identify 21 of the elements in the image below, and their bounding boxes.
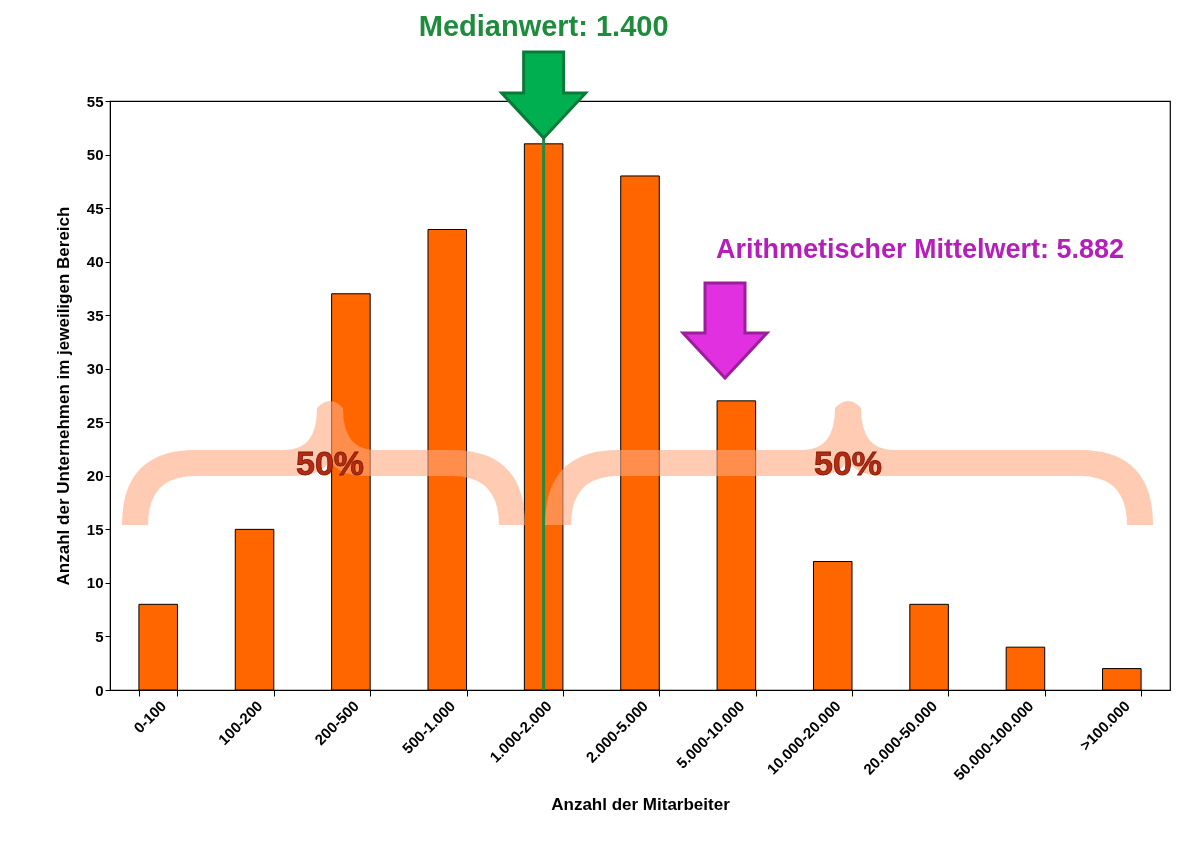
- annotation: Arithmetischer Mittelwert: 5.882: [715, 234, 1125, 264]
- y-tick-label: 35: [86, 306, 104, 324]
- y-tick-label: 45: [86, 199, 104, 217]
- y-tick-label: 5: [95, 627, 104, 645]
- y-axis-title: Anzahl der Unternehmen im jeweiligen Bereich: [53, 206, 73, 586]
- bar: [716, 400, 757, 691]
- y-tick-label: 50: [86, 146, 104, 164]
- bar: [427, 229, 468, 691]
- bar: [1005, 646, 1046, 691]
- y-tick-label: 0: [95, 681, 104, 699]
- ref-line-label: Medianwert: 1.400: [418, 10, 669, 42]
- y-tick-label: 20: [86, 467, 104, 485]
- y-tick-label: 40: [86, 253, 104, 271]
- x-axis-title: Anzahl der Mitarbeiter: [551, 795, 731, 815]
- annotation: 50%: [813, 444, 883, 482]
- y-tick-label: 25: [86, 413, 104, 431]
- y-tick-label: 10: [86, 574, 104, 592]
- y-tick-label: 30: [86, 360, 104, 378]
- y-tick-label: 55: [86, 92, 104, 110]
- y-tick-label: 15: [86, 520, 104, 538]
- bar: [234, 528, 275, 691]
